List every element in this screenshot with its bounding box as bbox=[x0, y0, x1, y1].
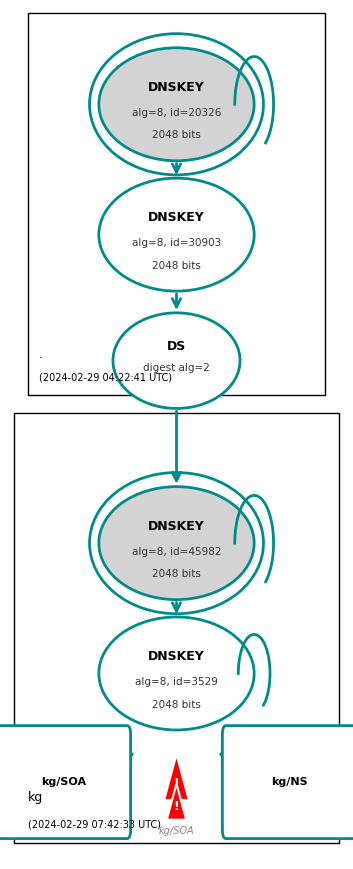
Ellipse shape bbox=[99, 617, 254, 730]
FancyBboxPatch shape bbox=[14, 413, 339, 843]
Text: 2048 bits: 2048 bits bbox=[152, 700, 201, 710]
Text: alg=8, id=3529: alg=8, id=3529 bbox=[135, 677, 218, 687]
Text: !: ! bbox=[174, 800, 179, 813]
Text: 2048 bits: 2048 bits bbox=[152, 130, 201, 141]
Text: (2024-02-29 07:42:33 UTC): (2024-02-29 07:42:33 UTC) bbox=[28, 819, 161, 830]
Text: DNSKEY: DNSKEY bbox=[148, 81, 205, 94]
Text: 2048 bits: 2048 bits bbox=[152, 569, 201, 580]
FancyBboxPatch shape bbox=[28, 13, 325, 395]
Text: kg: kg bbox=[28, 791, 43, 804]
Ellipse shape bbox=[113, 313, 240, 408]
Text: !: ! bbox=[174, 777, 179, 790]
Text: DS: DS bbox=[167, 340, 186, 353]
Polygon shape bbox=[167, 784, 186, 819]
Text: (2024-02-29 04:22:41 UTC): (2024-02-29 04:22:41 UTC) bbox=[39, 372, 172, 382]
Text: 2048 bits: 2048 bits bbox=[152, 261, 201, 271]
Text: kg/SOA: kg/SOA bbox=[41, 777, 86, 787]
Text: DNSKEY: DNSKEY bbox=[148, 520, 205, 533]
FancyBboxPatch shape bbox=[222, 726, 353, 839]
Ellipse shape bbox=[99, 178, 254, 291]
Text: digest alg=2: digest alg=2 bbox=[143, 362, 210, 373]
Text: kg/SOA: kg/SOA bbox=[159, 826, 194, 836]
FancyBboxPatch shape bbox=[0, 726, 131, 839]
Text: kg/NS: kg/NS bbox=[271, 777, 308, 787]
Text: alg=8, id=45982: alg=8, id=45982 bbox=[132, 547, 221, 557]
Text: DNSKEY: DNSKEY bbox=[148, 211, 205, 224]
Text: .: . bbox=[39, 348, 43, 361]
Text: alg=8, id=20326: alg=8, id=20326 bbox=[132, 108, 221, 118]
Ellipse shape bbox=[99, 487, 254, 600]
Text: DNSKEY: DNSKEY bbox=[148, 650, 205, 663]
Text: alg=8, id=30903: alg=8, id=30903 bbox=[132, 238, 221, 249]
Polygon shape bbox=[164, 754, 189, 800]
Ellipse shape bbox=[99, 48, 254, 161]
